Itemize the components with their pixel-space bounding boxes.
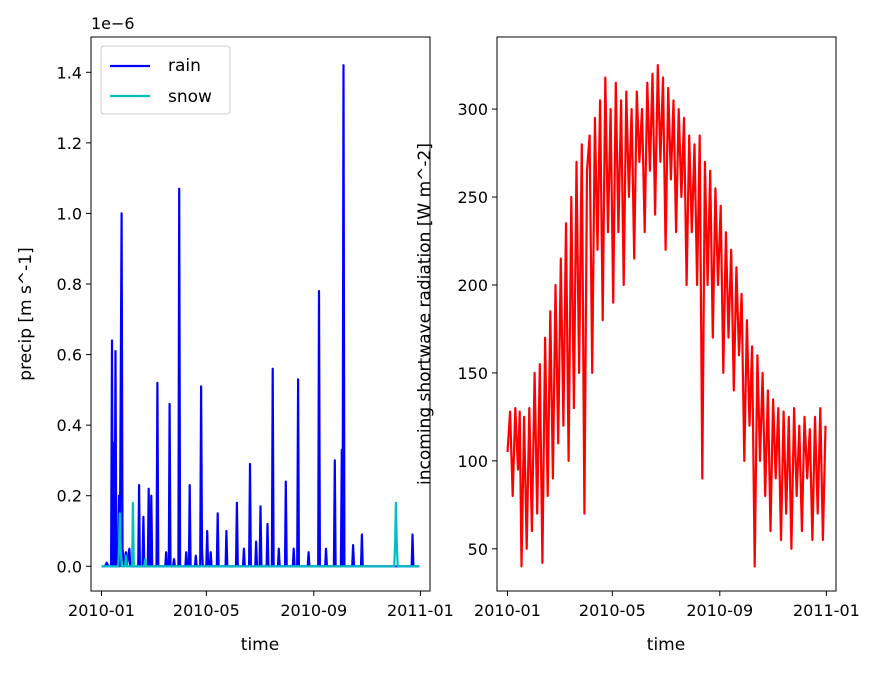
radiation-x-label: time (647, 635, 685, 655)
precip-y-tick-label: 1.0 (57, 204, 82, 223)
radiation-y-tick-label: 300 (457, 100, 488, 119)
precip-panel: 2010-01 2010-05 2010-09 2011-01 0.00.20.40.… (16, 14, 454, 655)
precip-x-tick-label: 2010-01 (68, 601, 135, 620)
legend: rain snow (100, 45, 231, 115)
precip-y-tick-label: 1.4 (57, 63, 82, 82)
radiation-y-label: incoming shortwave radiation [W m^-2] (415, 143, 435, 485)
radiation-axes-frame (496, 36, 837, 592)
precip-y-tick-label: 0.0 (57, 557, 82, 576)
precip-series-lines (101, 64, 420, 568)
precip-x-tick-label: 2010-09 (280, 601, 347, 620)
legend-rain-label: rain (168, 56, 201, 76)
radiation-y-tick-label: 200 (457, 276, 488, 295)
precip-y-tick-label: 0.8 (57, 275, 82, 294)
radiation-y-tick-label: 150 (457, 364, 488, 383)
radiation-panel: 2010-01 2010-05 2010-09 2011-01 50 100 150 200… (415, 36, 860, 655)
radiation-x-tick-label: 2010-05 (579, 601, 646, 620)
radiation-x-tick-label: 2010-09 (686, 601, 753, 620)
radiation-x-tick-label: 2010-01 (474, 601, 541, 620)
radiation-y-ticks: 50 100 150 200 250 300 (457, 100, 497, 559)
precip-y-tick-label: 0.4 (57, 416, 82, 435)
precip-y-tick-label: 1.2 (57, 134, 82, 153)
precip-series-line-snow (101, 501, 420, 568)
precip-x-ticks: 2010-01 2010-05 2010-09 2011-01 (68, 591, 454, 620)
radiation-x-ticks: 2010-01 2010-05 2010-09 2011-01 (474, 591, 860, 620)
legend-snow-label: snow (168, 87, 212, 107)
precip-x-tick-label: 2011-01 (387, 601, 454, 620)
precip-y-label: precip [m s^-1] (16, 247, 36, 380)
precip-x-tick-label: 2010-05 (173, 601, 240, 620)
radiation-series-lines (506, 63, 827, 568)
radiation-y-tick-label: 250 (457, 188, 488, 207)
precip-offset-text: 1e−6 (91, 14, 135, 33)
radiation-x-tick-label: 2011-01 (793, 601, 860, 620)
precip-y-tick-label: 0.2 (57, 487, 82, 506)
precip-axes-frame (90, 36, 431, 592)
radiation-y-tick-label: 50 (468, 540, 488, 559)
radiation-series-line-radiation (506, 63, 827, 568)
precip-y-tick-label: 0.6 (57, 346, 82, 365)
precip-y-ticks: 0.0 0.2 0.4 0.6 0.8 1.0 1.2 1.4 (57, 63, 91, 576)
precip-x-label: time (241, 635, 279, 655)
radiation-y-tick-label: 100 (457, 452, 488, 471)
